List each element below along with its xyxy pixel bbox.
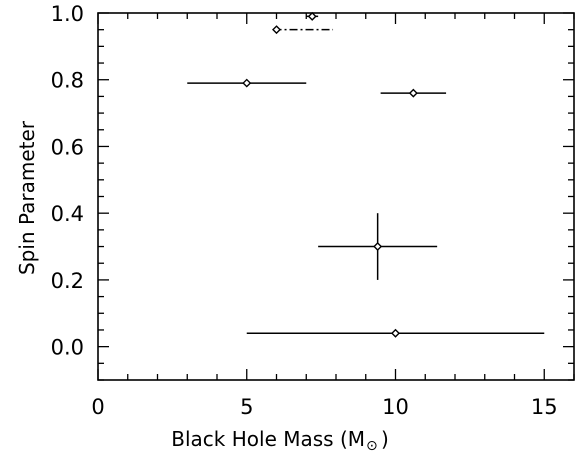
- y-axis-label: Spin Parameter: [15, 120, 39, 275]
- x-axis-label-close: ): [381, 427, 389, 451]
- data-point: [307, 11, 317, 21]
- axis-ticks: [97, 12, 575, 381]
- data-point: [408, 88, 418, 98]
- y-tick-label: 0.8: [51, 69, 84, 93]
- data-point: [391, 328, 400, 338]
- data-markers: [242, 11, 418, 338]
- x-tick-label: 0: [91, 395, 104, 419]
- y-tick-labels: 0.0 0.2 0.4 0.6 0.8 1.0: [51, 2, 84, 360]
- x-tick-labels: 0 5 10 15: [91, 395, 557, 419]
- x-tick-label: 15: [531, 395, 558, 419]
- y-tick-label: 0.0: [51, 336, 84, 360]
- error-bars: [187, 13, 545, 335]
- data-point: [242, 78, 252, 88]
- x-axis-label-sun-symbol: ⊙: [366, 438, 378, 452]
- y-tick-label: 0.6: [51, 135, 84, 159]
- plot-frame: [97, 12, 575, 381]
- data-point: [272, 25, 281, 35]
- x-tick-label: 10: [382, 395, 409, 419]
- y-tick-label: 0.2: [51, 269, 84, 293]
- x-axis-label: Black Hole Mass (M: [171, 427, 365, 451]
- x-tick-label: 5: [240, 395, 253, 419]
- data-point: [373, 242, 383, 252]
- y-tick-label: 1.0: [51, 2, 84, 26]
- y-tick-label: 0.4: [51, 202, 84, 226]
